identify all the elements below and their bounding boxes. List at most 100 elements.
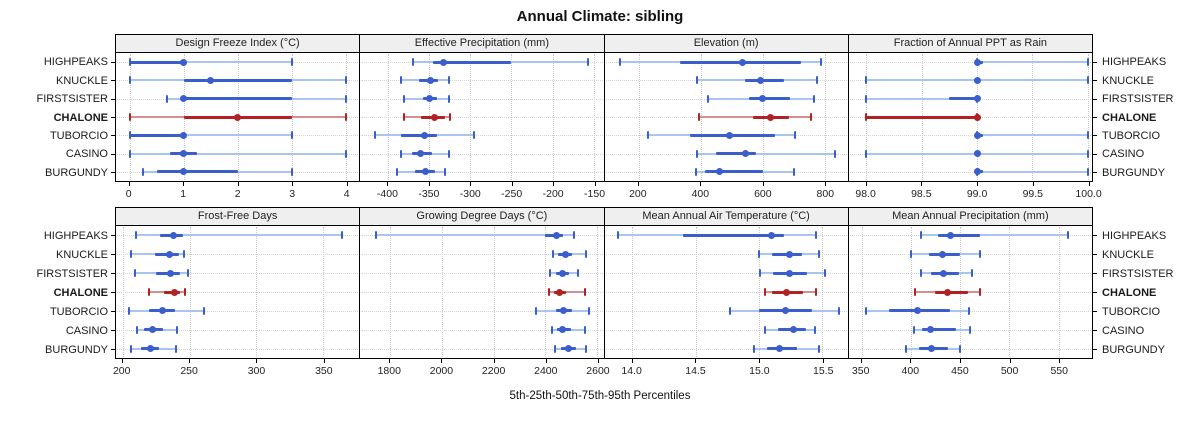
range-cap xyxy=(411,58,414,67)
range-cap xyxy=(133,269,136,278)
x-tick xyxy=(1009,359,1011,363)
x-tick xyxy=(865,182,867,186)
row-tick xyxy=(1093,292,1097,293)
median-dot xyxy=(766,113,774,121)
median-dot xyxy=(180,150,188,158)
range-cap xyxy=(448,76,450,85)
x-tick-label: -250 xyxy=(501,188,523,200)
panel-header: Design Freeze Index (°C) xyxy=(115,34,361,53)
panel-row: HIGHPEAKS KNUCKLE FIRSTSISTER CHALONE TUBORC… xyxy=(0,207,1200,381)
median-dot xyxy=(973,76,981,84)
x-axis: -400 -350 -300 -250 -200 -150 xyxy=(359,182,606,204)
h-gridline xyxy=(361,153,603,155)
range-cap xyxy=(572,231,575,240)
median-dot xyxy=(726,131,734,139)
percentile-range-25-75 xyxy=(935,290,968,294)
x-tick xyxy=(910,359,912,363)
site-label: CHALONE xyxy=(53,111,108,124)
range-cap xyxy=(290,167,293,176)
percentile-range-5-95 xyxy=(977,170,1088,173)
panel-row: HIGHPEAKS KNUCKLE FIRSTSISTER CHALONE TUBORC… xyxy=(0,34,1200,204)
median-dot xyxy=(234,113,242,121)
h-gridline xyxy=(361,135,603,137)
axis-caption: 5th-25th-50th-75th-95th Percentiles xyxy=(509,390,691,402)
x-tick xyxy=(493,359,495,363)
row-tick xyxy=(1093,117,1097,118)
range-cap xyxy=(166,94,169,103)
panel-header: Mean Annual Air Temperature (°C) xyxy=(603,207,849,226)
h-gridline xyxy=(605,310,847,312)
percentile-range-5-95 xyxy=(697,152,836,155)
median-dot xyxy=(167,269,175,277)
percentile-range-5-95 xyxy=(129,61,292,64)
row-tick xyxy=(1093,348,1097,350)
x-tick-label: 800 xyxy=(816,188,835,200)
range-cap xyxy=(290,131,293,140)
h-gridline xyxy=(849,135,1091,137)
x-tick xyxy=(128,182,130,186)
row-tick xyxy=(111,348,115,350)
percentile-range-5-95 xyxy=(136,234,342,237)
range-cap xyxy=(128,306,131,315)
x-tick-label: 400 xyxy=(691,188,710,200)
h-gridline xyxy=(361,171,603,173)
range-cap xyxy=(135,231,138,240)
range-cap xyxy=(585,250,588,259)
site-label: CHALONE xyxy=(1102,111,1157,124)
x-tick xyxy=(823,359,825,363)
x-tick xyxy=(189,359,191,363)
median-dot xyxy=(741,150,749,158)
range-cap xyxy=(443,167,446,176)
range-cap xyxy=(794,131,797,140)
range-cap xyxy=(344,76,347,85)
row-tick xyxy=(1093,80,1097,82)
range-cap xyxy=(968,325,971,334)
median-dot xyxy=(738,58,746,66)
panel: Growing Degree Days (°C) 1800 2000 2200 2400… xyxy=(359,207,610,381)
range-cap xyxy=(764,325,767,334)
x-tick-label: -150 xyxy=(584,188,606,200)
x-tick-label: 2400 xyxy=(534,365,558,377)
range-cap xyxy=(617,231,620,240)
panel-header: Growing Degree Days (°C) xyxy=(359,207,605,226)
panel: Elevation (m) 200 400 600 800 xyxy=(603,34,849,204)
range-cap xyxy=(707,94,710,103)
panels-container: Frost-Free Days 200 250 300 350 Growing Degre… xyxy=(111,207,1097,381)
range-cap xyxy=(583,288,586,296)
panel-plot xyxy=(111,53,361,182)
percentile-range-25-75 xyxy=(705,170,763,174)
panel: Fraction of Annual PPT as Rain 98.0 98.5 99… xyxy=(847,34,1102,204)
site-label: BURGUNDY xyxy=(1102,166,1165,179)
site-labels-right: HIGHPEAKS KNUCKLE FIRSTSISTER CHALONE TUBORC… xyxy=(1093,34,1200,204)
h-gridline xyxy=(361,348,603,350)
row-tick xyxy=(1093,171,1097,173)
x-tick xyxy=(631,359,633,363)
panel-plot xyxy=(111,226,361,359)
panel: Design Freeze Index (°C) 0 1 2 3 4 xyxy=(111,34,361,204)
x-tick xyxy=(292,182,294,186)
row-tick xyxy=(111,310,115,312)
site-label: KNUCKLE xyxy=(1102,248,1154,261)
x-tick-label: -200 xyxy=(542,188,564,200)
row-tick xyxy=(1093,135,1097,137)
range-cap xyxy=(344,149,347,158)
site-labels-track: HIGHPEAKS KNUCKLE FIRSTSISTER CHALONE TUBORC… xyxy=(0,53,115,182)
range-cap xyxy=(698,113,700,121)
range-cap xyxy=(912,325,915,334)
x-tick xyxy=(1059,359,1061,363)
range-cap xyxy=(728,306,731,315)
range-cap xyxy=(374,231,377,240)
panel-header: Effective Precipitation (mm) xyxy=(359,34,605,53)
range-cap xyxy=(187,269,190,278)
x-tick xyxy=(256,359,258,363)
range-cap xyxy=(128,76,131,85)
median-dot xyxy=(973,58,981,66)
x-tick-label: 200 xyxy=(629,188,647,200)
site-label: KNUCKLE xyxy=(1102,74,1154,87)
site-label: TUBORCIO xyxy=(49,129,108,142)
x-tick-label: 1800 xyxy=(377,365,401,377)
median-dot xyxy=(938,250,946,258)
range-cap xyxy=(129,250,132,259)
median-dot xyxy=(785,269,793,277)
x-axis: 1800 2000 2200 2400 2600 xyxy=(359,359,610,381)
